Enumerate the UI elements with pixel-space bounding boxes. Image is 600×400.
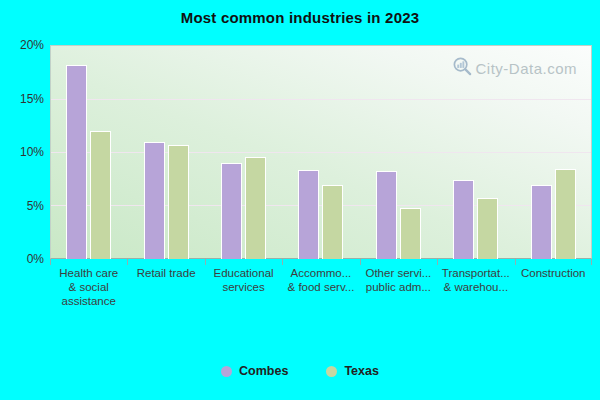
x-tick — [282, 259, 283, 265]
bar-texas-0 — [90, 131, 111, 259]
bar-groups — [50, 45, 592, 259]
x-axis-category-label: Transportat...& warehou... — [437, 266, 514, 308]
x-axis-category-label: Other servi...public adm... — [360, 266, 437, 308]
x-tick — [360, 259, 361, 265]
bar-group — [282, 45, 359, 259]
bar-texas-5 — [477, 198, 498, 259]
x-axis-ticks — [50, 259, 592, 265]
x-tick — [591, 259, 592, 265]
bar-combes-2 — [221, 163, 242, 259]
x-axis-category-label: Retail trade — [127, 266, 204, 308]
x-tick — [127, 259, 128, 265]
bar-combes-0 — [66, 65, 87, 259]
legend-dot-combes — [221, 366, 232, 377]
bar-combes-4 — [376, 171, 397, 259]
x-axis-category-label: Educationalservices — [205, 266, 282, 308]
bar-group — [515, 45, 592, 259]
bar-combes-5 — [453, 180, 474, 259]
y-tick-label: 10% — [0, 145, 44, 159]
legend-item-texas: Texas — [326, 364, 379, 378]
chart-canvas: Most common industries in 2023 City-Data… — [0, 0, 600, 400]
x-axis-category-label: Accommo...& food serv... — [282, 266, 359, 308]
x-axis-labels: Health care& socialassistanceRetail trad… — [50, 266, 592, 308]
bar-combes-1 — [144, 142, 165, 259]
legend-label: Texas — [344, 364, 379, 378]
bar-texas-2 — [245, 157, 266, 259]
bar-group — [127, 45, 204, 259]
x-axis-category-label: Construction — [515, 266, 592, 308]
bar-texas-4 — [400, 208, 421, 259]
bar-combes-3 — [298, 170, 319, 259]
legend-label: Combes — [239, 364, 288, 378]
legend: Combes Texas — [0, 364, 600, 378]
y-tick-label: 15% — [0, 92, 44, 106]
chart-title: Most common industries in 2023 — [0, 9, 600, 26]
x-tick — [437, 259, 438, 265]
legend-item-combes: Combes — [221, 364, 288, 378]
x-axis-category-label: Health care& socialassistance — [50, 266, 127, 308]
y-tick-label: 5% — [0, 199, 44, 213]
y-tick-label: 20% — [0, 38, 44, 52]
x-tick — [205, 259, 206, 265]
bar-group — [360, 45, 437, 259]
bar-group — [205, 45, 282, 259]
bar-texas-6 — [555, 169, 576, 259]
legend-dot-texas — [326, 366, 337, 377]
y-tick-label: 0% — [0, 252, 44, 266]
bar-texas-1 — [168, 145, 189, 259]
bar-combes-6 — [531, 185, 552, 259]
bar-texas-3 — [322, 185, 343, 259]
bar-group — [437, 45, 514, 259]
x-tick — [50, 259, 51, 265]
bar-group — [50, 45, 127, 259]
x-tick — [515, 259, 516, 265]
